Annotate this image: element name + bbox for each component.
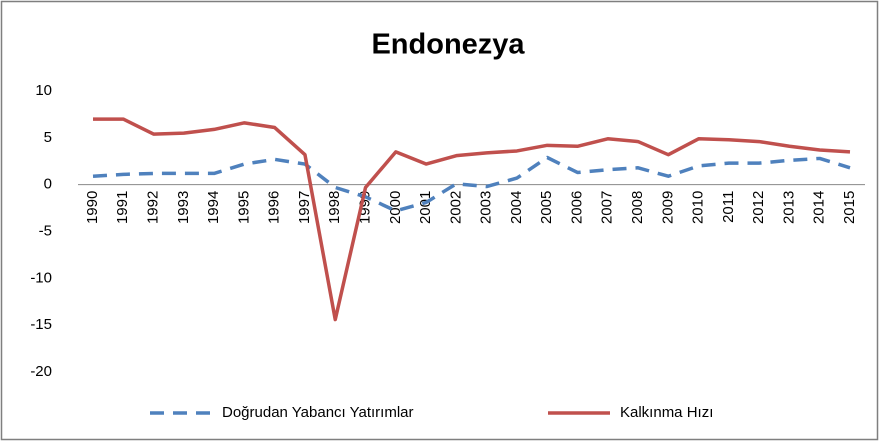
x-tick-label: 2002 (447, 191, 464, 224)
y-tick-label: 10 (35, 82, 52, 99)
y-tick-label: -5 (39, 222, 52, 239)
x-tick-label: 1995 (235, 191, 252, 224)
x-tick-label: 2000 (387, 191, 404, 224)
y-tick-label: -15 (30, 316, 52, 333)
x-tick-label: 2001 (417, 191, 434, 224)
x-tick-label: 2006 (568, 191, 585, 224)
series-line (93, 117, 851, 322)
x-tick-label: 2011 (720, 191, 737, 223)
x-tick-label: 1992 (145, 191, 162, 224)
x-tick-label: 2015 (841, 191, 858, 224)
x-tick-label: 2013 (780, 191, 797, 224)
x-tick-label: 2009 (659, 191, 676, 224)
x-tick-label: 1993 (175, 191, 192, 224)
x-tick-label: 1996 (266, 191, 283, 224)
legend-label: Kalkınma Hızı (620, 404, 713, 421)
x-tick-label: 1994 (205, 191, 222, 224)
x-tick-label: 2014 (811, 191, 828, 224)
y-tick-label: 5 (44, 129, 52, 146)
x-tick-label: 2010 (690, 191, 707, 224)
x-tick-label: 2005 (538, 191, 555, 224)
x-tick-label: 1990 (84, 191, 101, 224)
x-tick-label: 2007 (599, 191, 616, 224)
x-tick-label: 2003 (478, 191, 495, 224)
series-line (92, 155, 851, 213)
y-tick-label: 0 (44, 176, 52, 193)
x-tick-label: 2008 (629, 191, 646, 224)
x-tick-label: 2012 (750, 191, 767, 224)
x-tick-label: 2004 (508, 191, 525, 224)
y-tick-label: -10 (30, 269, 52, 286)
x-tick-label: 1998 (326, 191, 343, 224)
y-tick-label: -20 (30, 363, 52, 380)
x-tick-label: 1997 (296, 191, 313, 224)
chart-title: Endonezya (371, 29, 525, 61)
legend-label: Doğrudan Yabancı Yatırımlar (222, 404, 414, 421)
x-tick-label: 1991 (114, 191, 131, 224)
